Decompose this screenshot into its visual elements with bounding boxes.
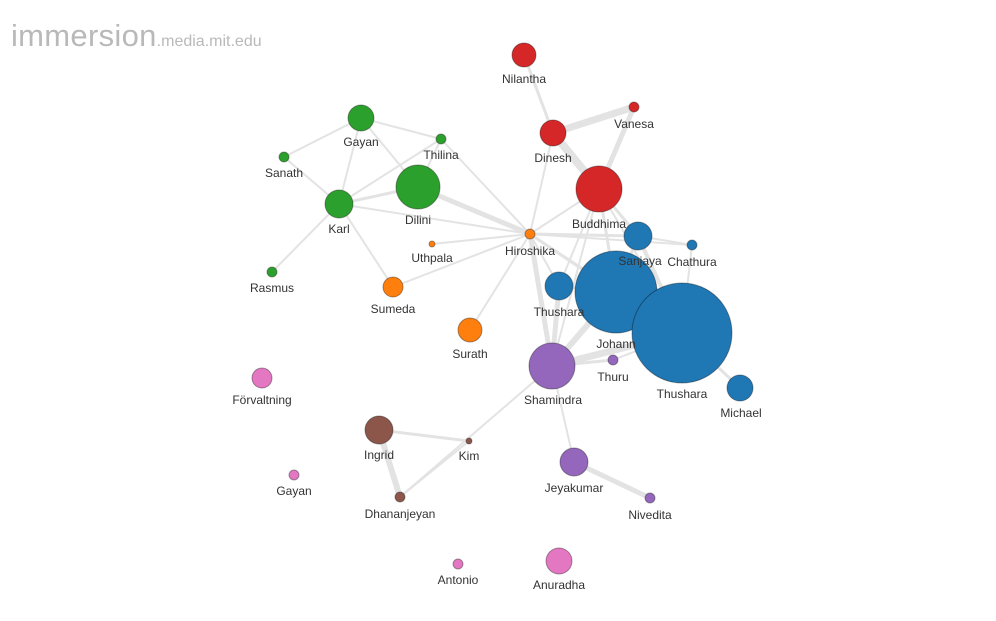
node-label-thushara2: Thushara [657,387,708,401]
edge-gayan1-karl [338,117,362,205]
node-label-anuradha: Anuradha [533,578,585,592]
node-kim[interactable] [465,437,473,445]
node-label-shamindra: Shamindra [524,393,582,407]
node-hiroshika[interactable] [524,228,536,240]
node-sanath[interactable] [278,151,290,163]
node-label-dinesh: Dinesh [534,151,571,165]
node-nilantha[interactable] [511,42,537,68]
node-label-sumeda: Sumeda [371,302,416,316]
node-michael[interactable] [726,374,754,402]
node-karl[interactable] [324,189,354,219]
node-label-kim: Kim [459,449,480,463]
node-jeyakumar[interactable] [559,447,589,477]
node-gayan1[interactable] [347,104,375,132]
edge-sumeda-hiroshika [392,233,531,288]
node-rasmus[interactable] [266,266,278,278]
node-sanjaya[interactable] [623,221,653,251]
node-forvaltning[interactable] [251,367,273,389]
brand-logo: immersion.media.mit.edu [11,18,262,54]
edge-ingrid-kim [377,428,471,443]
node-label-forvaltning: Förvaltning [232,393,291,407]
node-label-uthpala: Uthpala [411,251,453,265]
node-dinesh[interactable] [539,119,567,147]
node-label-nilantha: Nilantha [502,72,546,86]
edge-gayan1-thilina [360,117,442,140]
edge-nilantha-dinesh [522,53,555,135]
edge-dinesh-hiroshika [529,132,554,235]
node-anuradha[interactable] [545,547,573,575]
edge-karl-rasmus [271,203,340,273]
brand-suffix: .media.mit.edu [156,33,262,50]
edge-karl-hiroshika [338,203,531,235]
edge-dinesh-vanesa [549,103,638,137]
node-gayan2[interactable] [288,469,300,481]
node-sumeda[interactable] [382,276,404,298]
edge-gayan1-sanath [283,117,362,158]
node-label-chathura: Chathura [667,255,717,269]
node-label-sanjaya: Sanjaya [618,254,662,268]
label-layer: Nilantha Vanesa Dinesh Buddhima Gayan Thilina… [232,72,761,592]
node-label-sanath: Sanath [265,166,303,180]
node-thushara1[interactable] [544,271,574,301]
node-label-thilina: Thilina [423,148,459,162]
node-surath[interactable] [457,317,483,343]
node-thushara2[interactable] [631,282,733,384]
node-label-nivedita: Nivedita [628,508,672,522]
node-label-buddhima: Buddhima [572,217,626,231]
node-label-rasmus: Rasmus [250,281,294,295]
node-dilini[interactable] [395,164,441,210]
node-label-dilini: Dilini [405,213,431,227]
node-chathura[interactable] [686,239,698,251]
node-buddhima[interactable] [575,165,623,213]
node-shamindra[interactable] [528,342,576,390]
node-label-thushara1: Thushara [534,305,585,319]
node-thilina[interactable] [435,133,447,145]
edge-layer [271,53,742,501]
node-label-gayan1: Gayan [343,135,378,149]
node-label-michael: Michael [720,406,761,420]
edge-thilina-hiroshika [440,138,531,235]
node-label-vanesa: Vanesa [614,117,654,131]
node-ingrid[interactable] [364,415,394,445]
node-vanesa[interactable] [628,101,640,113]
edge-thilina-karl [338,138,442,205]
node-label-dhananjeyan: Dhananjeyan [365,507,436,521]
node-antonio[interactable] [452,558,464,570]
node-label-ingrid: Ingrid [364,448,394,462]
edge-hiroshika-chathura [529,233,693,246]
edge-surath-hiroshika [469,233,531,331]
node-label-karl: Karl [328,222,349,236]
edge-buddhima-shamindra [551,188,600,367]
node-nivedita[interactable] [644,492,656,504]
brand-main: immersion [11,18,157,53]
node-uthpala[interactable] [428,240,436,248]
edge-jeyakumar-nivedita [571,459,653,501]
node-dhananjeyan[interactable] [394,491,406,503]
node-label-jeyakumar: Jeyakumar [545,481,604,495]
node-label-thuru: Thuru [597,370,628,384]
edge-uthpala-hiroshika [431,233,531,245]
node-label-antonio: Antonio [438,573,479,587]
edge-kim-dhananjeyan [399,440,470,498]
node-label-hiroshika: Hiroshika [505,244,555,258]
node-label-gayan2: Gayan [276,484,311,498]
node-layer [251,42,754,575]
edge-karl-sumeda [338,203,394,288]
node-label-johann: Johann [596,337,635,351]
node-label-surath: Surath [452,347,487,361]
node-thuru[interactable] [607,354,619,366]
